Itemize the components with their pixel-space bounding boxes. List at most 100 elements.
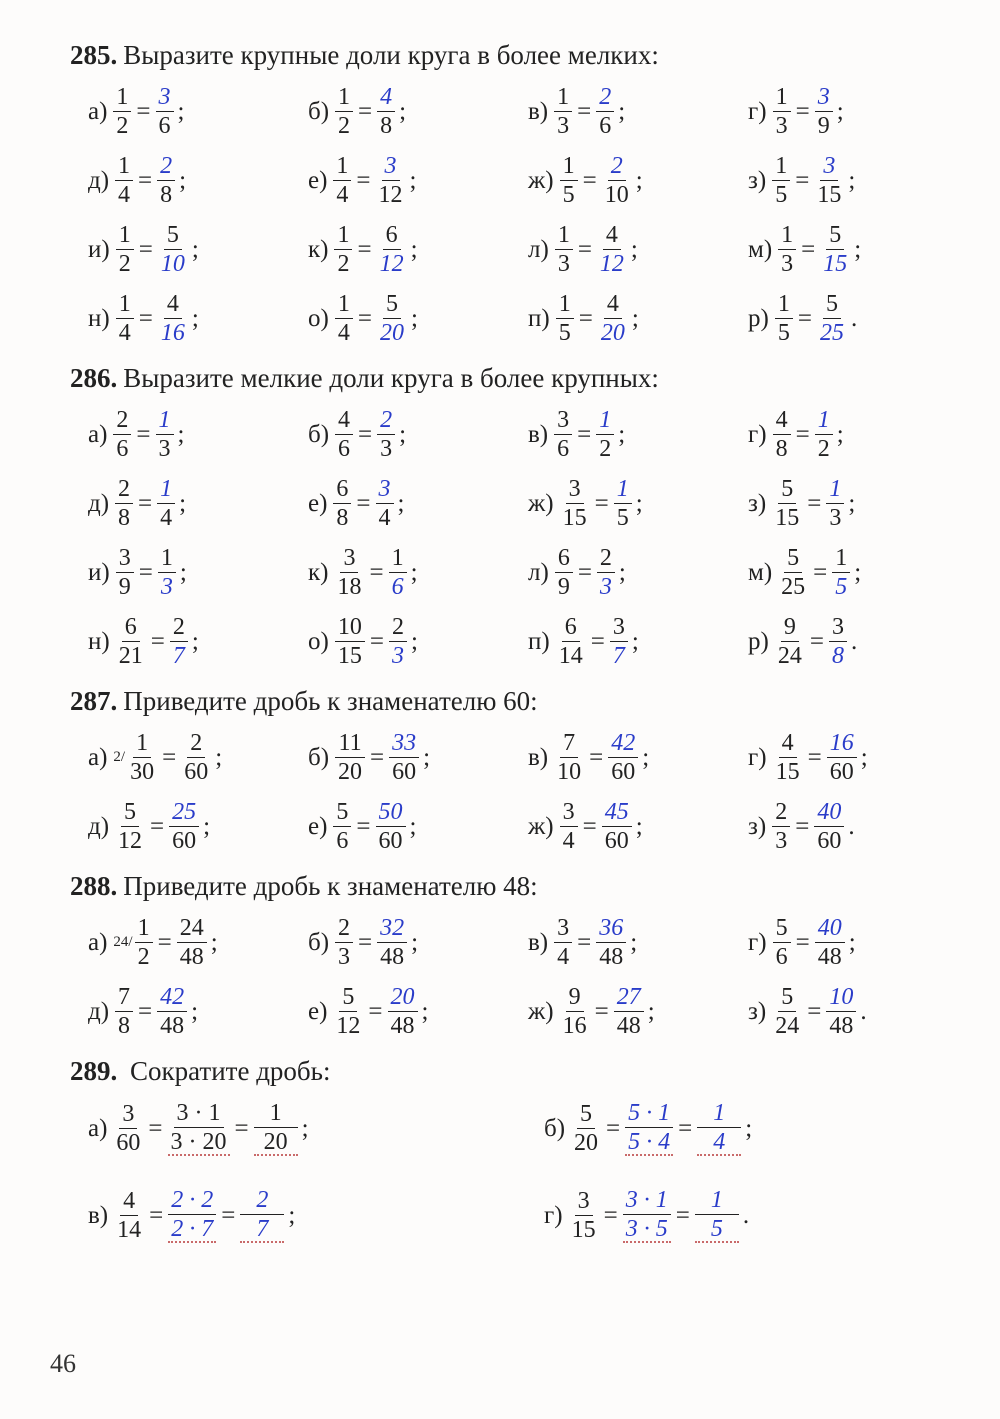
item-label: ж) [528, 167, 554, 195]
item-label: ж) [528, 998, 554, 1026]
problem-header: 285.Выразите крупные доли круга в более … [70, 40, 960, 71]
punctuation: . [851, 628, 857, 656]
item-label: е) [308, 167, 327, 195]
fraction-item: ж)315=15; [528, 477, 740, 530]
equals-sign: = [358, 421, 372, 449]
item-label: в) [528, 744, 548, 772]
punctuation: ; [837, 421, 844, 449]
punctuation: ; [410, 167, 417, 195]
equals-sign: = [578, 236, 592, 264]
equals-sign: = [369, 559, 383, 587]
equals-sign: = [801, 236, 815, 264]
item-label: б) [308, 421, 329, 449]
punctuation: ; [618, 98, 625, 126]
item-label: з) [748, 167, 766, 195]
punctuation: ; [179, 167, 186, 195]
equals-sign: = [370, 628, 384, 656]
punctuation: ; [410, 813, 417, 841]
item-label: л) [528, 236, 549, 264]
equals-sign: = [796, 929, 810, 957]
fraction-item: к)318=16; [308, 546, 520, 599]
fraction-item: в)34=3648; [528, 916, 740, 969]
fraction-item: б)46=23; [308, 408, 520, 461]
item-label: б) [308, 744, 329, 772]
equals-sign: = [807, 490, 821, 518]
punctuation: ; [632, 628, 639, 656]
equals-sign: = [136, 98, 150, 126]
item-label: з) [748, 998, 766, 1026]
punctuation: ; [636, 490, 643, 518]
problem-number: 289. [70, 1056, 117, 1086]
item-label: е) [308, 813, 327, 841]
punctuation: ; [411, 628, 418, 656]
item-label: м) [748, 236, 772, 264]
item-label: и) [88, 236, 110, 264]
equals-sign: = [356, 813, 370, 841]
punctuation: ; [630, 929, 637, 957]
fraction-item: б)23=3248; [308, 916, 520, 969]
item-label: в) [528, 421, 548, 449]
equals-sign: = [798, 305, 812, 333]
equals-sign: = [578, 559, 592, 587]
punctuation: ; [423, 744, 430, 772]
equals-sign: = [795, 813, 809, 841]
equals-sign: = [579, 305, 593, 333]
punctuation: ; [848, 167, 855, 195]
fraction-item: а)24/12=2448; [88, 916, 300, 969]
punctuation: ; [178, 98, 185, 126]
fraction-item: ж)15=210; [528, 154, 740, 207]
item-label: б) [308, 929, 329, 957]
fraction-item: е)56=5060; [308, 800, 520, 853]
equals-sign: = [158, 929, 172, 957]
punctuation: ; [636, 813, 643, 841]
item-label: г) [748, 98, 767, 126]
equals-sign: = [162, 744, 176, 772]
problem-number: 287. [70, 686, 117, 716]
item-label: н) [88, 305, 110, 333]
punctuation: ; [636, 167, 643, 195]
fraction-item: к)12=612; [308, 223, 520, 276]
fraction-item: п)614=37; [528, 615, 740, 668]
punctuation: ; [399, 421, 406, 449]
equals-sign: = [151, 628, 165, 656]
punctuation: ; [648, 998, 655, 1026]
equals-sign: = [583, 167, 597, 195]
equals-sign: = [138, 167, 152, 195]
problem-header: 288.Приведите дробь к знаменателю 48: [70, 871, 960, 902]
equals-sign: = [358, 305, 372, 333]
item-label: г) [748, 421, 767, 449]
punctuation: ; [861, 744, 868, 772]
equals-sign: = [807, 998, 821, 1026]
equals-sign: = [606, 1115, 620, 1143]
punctuation: ; [211, 929, 218, 957]
punctuation: . [860, 998, 866, 1026]
fraction-item: и)12=510; [88, 223, 300, 276]
punctuation: ; [837, 98, 844, 126]
item-label: р) [748, 628, 769, 656]
problem-number: 285. [70, 40, 117, 70]
item-label: п) [528, 305, 550, 333]
superscript-note: 24/ [113, 934, 132, 951]
item-label: м) [748, 559, 772, 587]
item-label: а) [88, 929, 107, 957]
item-label: к) [308, 559, 328, 587]
fraction-item: в)710=4260; [528, 731, 740, 784]
item-label: г) [748, 929, 767, 957]
equals-sign: = [796, 421, 810, 449]
problem-289: 289. Сократите дробь: а)360=3 · 13 · 20=… [70, 1056, 960, 1243]
equals-sign: = [370, 744, 384, 772]
equals-sign: = [604, 1202, 618, 1230]
fraction-item: м)525=15; [748, 546, 960, 599]
fraction-item: в)13=26; [528, 85, 740, 138]
punctuation: ; [399, 98, 406, 126]
problem: 287.Приведите дробь к знаменателю 60:а)2… [70, 686, 960, 853]
fraction-item: е)68=34; [308, 477, 520, 530]
equals-sign: = [150, 813, 164, 841]
fraction-item: г)13=39; [748, 85, 960, 138]
punctuation: ; [192, 628, 199, 656]
equals-sign: = [577, 421, 591, 449]
punctuation: ; [848, 490, 855, 518]
item-label: е) [308, 998, 327, 1026]
fraction-item: а)26=13; [88, 408, 300, 461]
equals-sign: = [810, 628, 824, 656]
